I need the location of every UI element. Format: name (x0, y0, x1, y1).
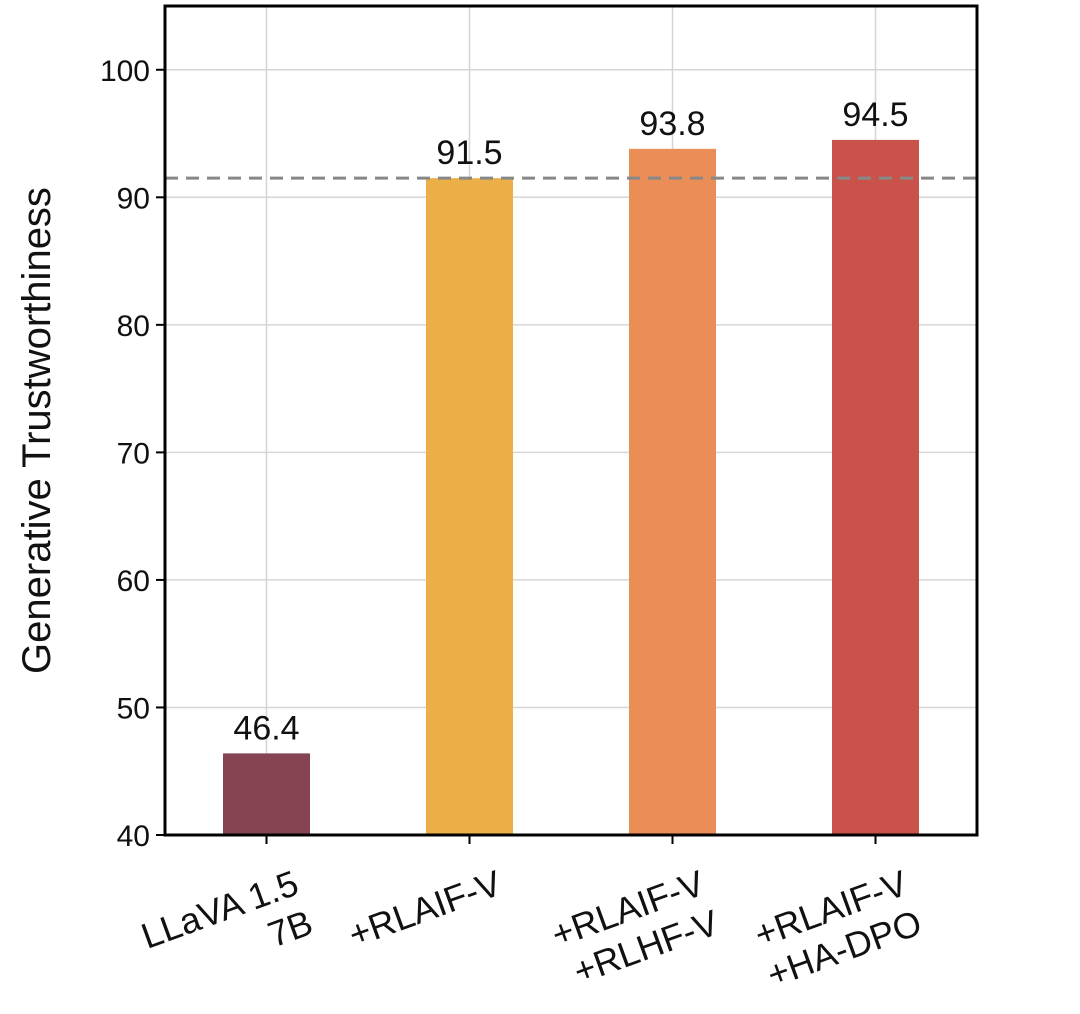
labels: 40 50 60 70 80 90 100 46.4 91.5 93.8 94.5 LLaVA 1.5… (100, 55, 927, 996)
bar-value-label: 94.5 (842, 96, 908, 134)
y-tick-label: 100 (100, 55, 150, 88)
bar (629, 148, 716, 835)
y-tick-label: 70 (117, 437, 150, 470)
bar (426, 178, 513, 835)
axis-ticks (156, 68, 877, 844)
x-category-label: +RLAIF-V+RLHF-V (546, 862, 724, 994)
y-tick-label: 40 (117, 820, 150, 853)
y-axis-title: Generative Trustworthiness (15, 187, 59, 674)
bar (832, 139, 919, 835)
bar-value-label: 46.4 (233, 709, 299, 747)
plot-frame (163, 4, 979, 837)
bar (223, 753, 310, 835)
bar-value-label: 91.5 (436, 134, 502, 172)
y-tick-label: 50 (117, 692, 150, 725)
x-category-label-line: +RLAIF-V (343, 862, 506, 955)
x-category-label: LLaVA 1.57B (136, 862, 318, 996)
bars (223, 139, 919, 835)
bar-value-label: 93.8 (639, 105, 705, 143)
x-category-label: +RLAIF-V (343, 862, 506, 955)
y-tick-label: 60 (117, 565, 150, 598)
x-category-label: +RLAIF-V+HA-DPO (747, 862, 927, 995)
y-tick-label: 90 (117, 182, 150, 215)
y-tick-label: 80 (117, 310, 150, 343)
